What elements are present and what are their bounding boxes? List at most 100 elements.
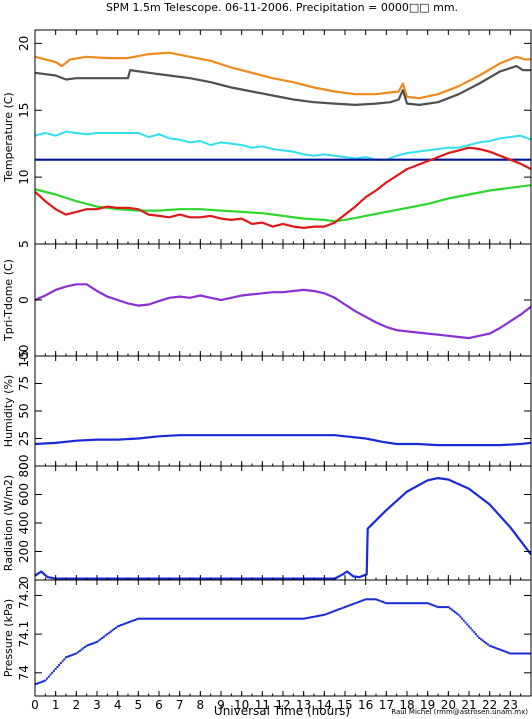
y-tick-label: 10 <box>17 169 31 184</box>
series-cyan-point <box>430 148 433 151</box>
series-blue-point <box>393 602 396 605</box>
series-blue-point <box>352 602 355 605</box>
series-cyan-point <box>500 137 503 140</box>
series-cyan-point <box>395 154 398 157</box>
series-cyan-point <box>316 154 319 157</box>
series-blue-point <box>362 599 365 601</box>
x-tick-label: 22 <box>482 698 497 712</box>
x-tick-label: 7 <box>176 698 184 712</box>
series-cyan-point <box>178 138 181 141</box>
series-blue-point <box>381 600 384 603</box>
series-cyan-point <box>232 142 235 145</box>
series-cyan-point <box>264 146 267 149</box>
y-axis-label: Radiation (W/m2) <box>2 475 15 571</box>
series-blue-point <box>250 617 253 620</box>
series-cyan-point <box>83 133 86 136</box>
x-tick-label: 0 <box>31 698 39 712</box>
series-blue-point <box>331 610 334 613</box>
series-cyan-point <box>52 134 55 137</box>
series-blue-point <box>120 624 123 627</box>
series-blue-point <box>68 655 71 657</box>
series-blue-point <box>75 652 78 655</box>
series-cyan-point <box>459 146 462 149</box>
series-cyan-point <box>421 150 424 152</box>
series-blue-point <box>277 617 280 620</box>
series-cyan-point <box>159 134 162 136</box>
series-cyan-point <box>197 140 200 143</box>
series-cyan-point <box>111 132 114 134</box>
series-cyan-point <box>127 132 129 134</box>
series-blue-point <box>109 630 112 633</box>
series-blue-point <box>340 607 343 610</box>
series-blue-point <box>369 598 372 601</box>
series-blue-point <box>412 602 415 605</box>
y-tick-label: 5 <box>17 240 31 248</box>
series-blue-point <box>234 617 237 620</box>
series-blue-point <box>301 617 304 620</box>
series-cyan-point <box>275 148 278 151</box>
series-cyan-point <box>404 152 407 155</box>
y-tick-label: 50 <box>17 403 31 418</box>
series-blue-point <box>128 620 131 623</box>
series-blue-point <box>104 634 107 637</box>
series-blue-point <box>44 679 47 682</box>
series-blue-point <box>142 617 145 620</box>
series-cyan-point <box>314 154 317 157</box>
series-cyan-point <box>519 134 522 137</box>
series-cyan-point <box>213 143 216 146</box>
series-blue-point <box>180 617 183 620</box>
series-blue-point <box>409 602 412 605</box>
series-blue-point <box>338 608 341 610</box>
series-cyan-point <box>183 140 186 142</box>
series-cyan-point <box>49 133 52 136</box>
series-blue-point <box>127 621 129 624</box>
series-blue-point <box>278 617 281 620</box>
series-blue-point <box>430 603 433 606</box>
series-blue-point <box>449 607 452 610</box>
series-blue-point <box>511 652 514 655</box>
series-cyan-point <box>195 140 198 143</box>
series-cyan-point <box>78 132 81 135</box>
series-cyan-point <box>132 132 135 134</box>
series-blue-point <box>169 617 172 620</box>
series-blue-point <box>375 598 377 601</box>
series-cyan-point <box>485 140 488 143</box>
y-axis-label: Pressure (kPa) <box>2 599 15 677</box>
series-cyan-point <box>63 131 66 134</box>
series-blue-point <box>65 656 67 659</box>
y-tick-label: 74 <box>17 665 31 680</box>
series-cyan-point <box>233 143 236 146</box>
series-cyan-point <box>478 141 481 144</box>
series-cyan-point <box>257 145 260 148</box>
series-cyan-point <box>256 146 259 148</box>
y-tick-label: 0 <box>17 296 31 304</box>
series-blue-point <box>497 648 500 650</box>
series-blue-point <box>232 617 235 620</box>
series-cyan-point <box>392 156 395 159</box>
series-blue-point <box>262 617 265 620</box>
series-blue-point <box>85 644 88 647</box>
series-blue-point <box>132 619 135 622</box>
series-blue-point <box>97 639 100 642</box>
series-cyan-point <box>483 140 486 143</box>
series-cyan-point <box>399 153 402 156</box>
series-cyan-point <box>202 141 205 144</box>
series-cyan-point <box>471 143 474 146</box>
series-cyan-point <box>452 146 455 149</box>
series-blue-point <box>400 602 403 605</box>
series-cyan-point <box>362 156 365 159</box>
series-blue-point <box>514 652 517 655</box>
x-tick-label: 9 <box>217 698 225 712</box>
series-blue-point <box>99 638 102 641</box>
series-blue-point <box>108 631 111 634</box>
series-blue-point <box>411 602 414 605</box>
series-blue-point <box>312 615 315 618</box>
y-tick-label: 600 <box>17 483 31 506</box>
series-cyan-point <box>190 141 193 144</box>
series-blue-point <box>304 617 307 620</box>
series-blue-point <box>46 677 49 680</box>
series-cyan-point <box>101 132 104 134</box>
series-cyan-point <box>154 134 157 137</box>
series-blue-point <box>325 613 328 616</box>
series-cyan-point <box>354 157 357 160</box>
